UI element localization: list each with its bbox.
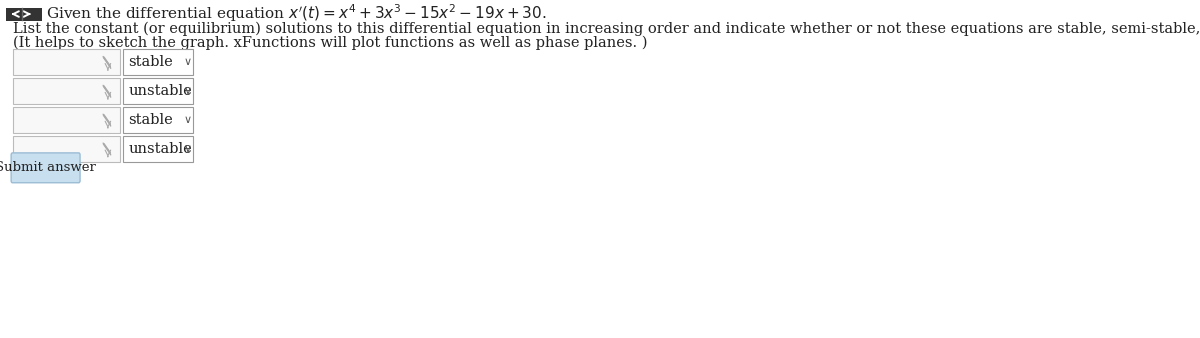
Text: stable: stable	[128, 113, 173, 127]
Text: Given the differential equation $x'(t) = x^4 + 3x^3 - 15x^2 - 19x + 30.$: Given the differential equation $x'(t) =…	[46, 3, 546, 24]
Bar	[124, 107, 193, 133]
Text: ∨: ∨	[184, 115, 191, 125]
Bar	[12, 49, 120, 75]
Text: (It helps to sketch the graph. xFunctions will plot functions as well as phase p: (It helps to sketch the graph. xFunction…	[12, 35, 647, 50]
Bar	[12, 136, 120, 162]
Bar	[124, 78, 193, 104]
Bar	[124, 136, 193, 162]
Text: ∨: ∨	[184, 144, 191, 154]
Text: unstable: unstable	[128, 84, 192, 98]
Text: List the constant (or equilibrium) solutions to this differential equation in in: List the constant (or equilibrium) solut…	[12, 21, 1200, 36]
Text: Submit answer: Submit answer	[0, 161, 96, 174]
Text: stable: stable	[128, 55, 173, 69]
Bar	[124, 49, 193, 75]
Text: unstable: unstable	[128, 142, 192, 156]
FancyBboxPatch shape	[6, 7, 42, 21]
Bar	[12, 107, 120, 133]
Bar	[12, 78, 120, 104]
Text: ∨: ∨	[184, 57, 191, 67]
Text: ∨: ∨	[184, 86, 191, 96]
FancyBboxPatch shape	[11, 153, 80, 183]
